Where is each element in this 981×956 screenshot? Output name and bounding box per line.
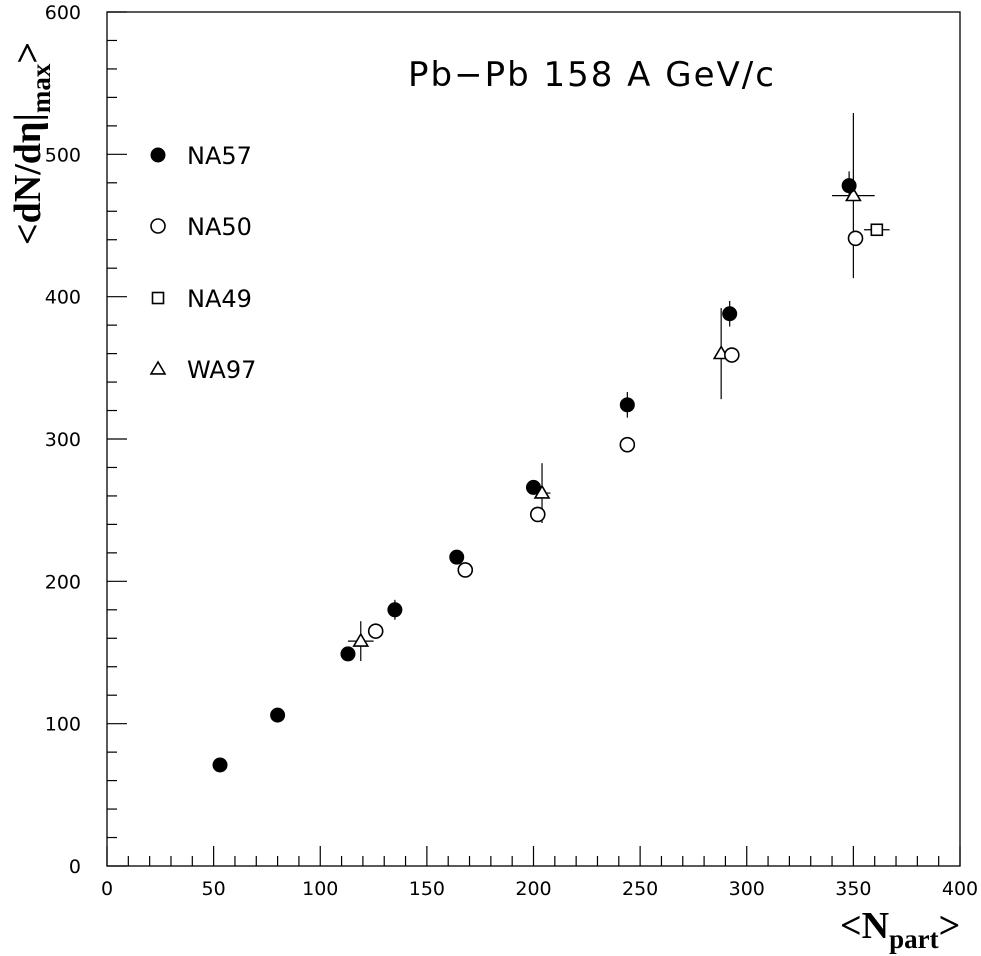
point-wa97 [352,632,370,647]
y-axis-label-end: > [7,42,49,64]
y-tick-label: 400 [45,287,81,309]
point-na50 [367,623,384,639]
y-axis-tick-labels: 0 100 200 300 400 500 600 [45,2,81,878]
y-axis-ticks [107,11,127,867]
x-tick-label: 200 [515,878,551,900]
point-na50 [847,230,864,247]
legend-marker-na49 [151,291,165,305]
x-axis-tick-labels: 0 50 100 150 200 250 300 350 400 [101,878,978,900]
point-na57 [212,757,228,773]
legend-label-na50: NA50 [187,213,252,241]
x-tick-label: 250 [622,878,658,900]
legend-label-na57: NA57 [187,142,252,170]
x-tick-label: 100 [302,878,338,900]
error-bars [347,113,890,662]
point-na57 [340,646,356,662]
legend-marker-na50 [150,218,166,234]
x-tick-label: 50 [202,878,226,900]
plot-frame [106,11,961,867]
y-tick-label: 300 [45,429,81,451]
point-na49 [870,223,884,237]
point-na50 [724,347,740,363]
y-tick-label: 0 [69,856,81,878]
x-axis-label-sub: part [889,924,939,954]
x-axis-label-main: <N [840,905,889,947]
x-axis-label: <Npart> [840,905,960,954]
point-na50 [457,562,474,578]
x-tick-label: 0 [101,878,113,900]
chart-title: Pb−Pb 158 A GeV/c [408,55,776,95]
x-tick-label: 350 [835,878,871,900]
point-na57 [619,397,635,413]
legend-label-na49: NA49 [187,285,252,313]
legend: NA57 NA50 NA49 WA97 [149,142,256,384]
point-wa97 [844,187,862,202]
legend-label-wa97: WA97 [187,356,256,384]
y-axis-label: <dN/dη|max> [7,42,56,245]
legend-marker-wa97 [149,360,167,375]
point-na50 [529,506,546,523]
data-points [212,178,884,773]
point-na57 [841,178,857,194]
x-tick-label: 150 [409,878,445,900]
point-na57 [387,602,403,618]
point-na57 [270,707,286,723]
point-na50 [619,436,636,453]
x-tick-label: 400 [942,878,978,900]
y-tick-label: 200 [45,571,81,593]
x-axis-ticks [106,846,961,866]
point-na57 [449,549,465,565]
y-tick-label: 500 [45,144,81,166]
y-tick-label: 100 [45,714,81,736]
point-na57 [722,306,738,322]
x-axis-label-end: > [939,905,961,947]
x-tick-label: 300 [729,878,765,900]
point-na57 [526,479,541,495]
y-tick-label: 600 [45,2,81,24]
y-axis-label-sub: max [26,63,56,113]
legend-marker-na57 [150,147,166,163]
y-axis-label-main: <dN/dη| [7,113,49,245]
